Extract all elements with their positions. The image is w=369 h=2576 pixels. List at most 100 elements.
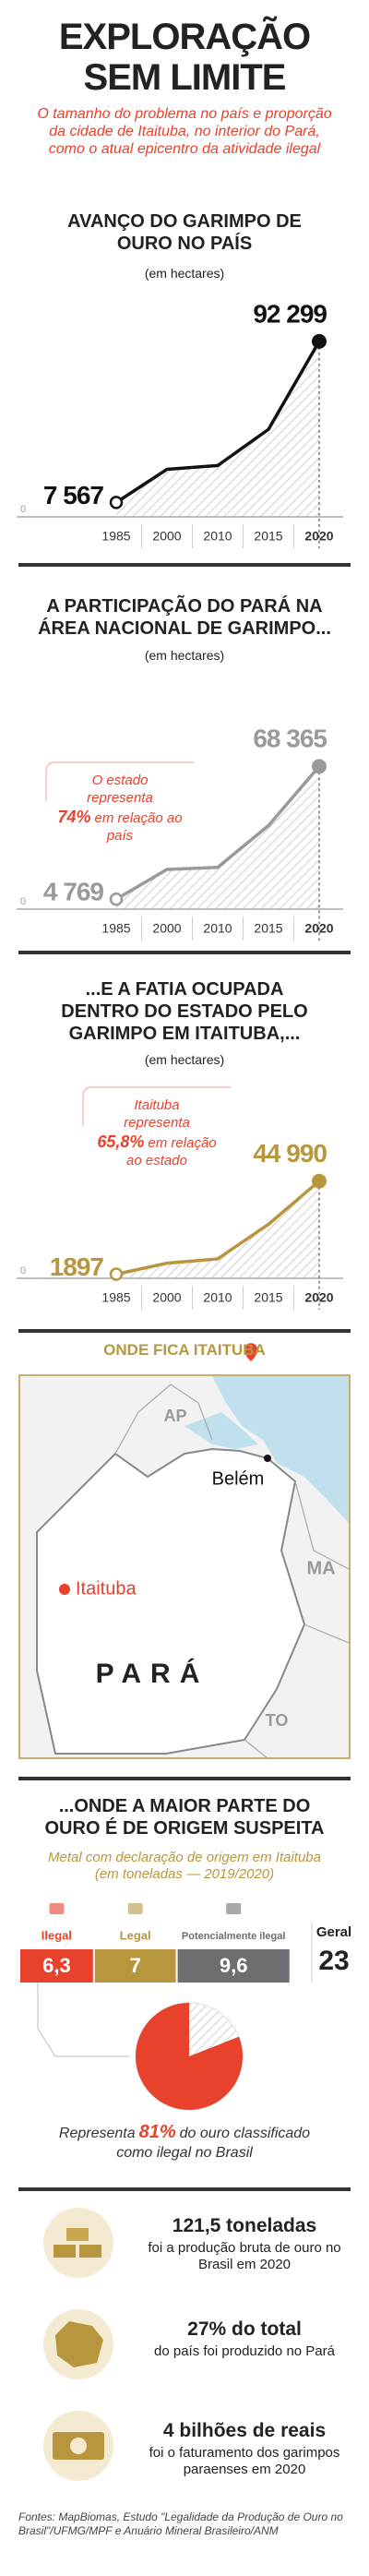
separator: [18, 2187, 351, 2191]
x-tick-label: 2020: [304, 921, 333, 936]
itaituba-dot: [59, 1584, 70, 1595]
page-title: EXPLORAÇÃO SEM LIMITE: [58, 17, 311, 98]
value-label: 92 299: [253, 299, 327, 328]
value-label: 7 567: [43, 481, 103, 509]
map-label: TO: [266, 1711, 289, 1730]
river-mouth: [184, 1412, 258, 1449]
value-label: 4 769: [43, 878, 103, 906]
x-tick-label: 2010: [203, 529, 232, 544]
border: [114, 1384, 213, 1455]
bar-segment: [177, 1949, 290, 1983]
map-label: Belém: [212, 1468, 265, 1489]
area: [116, 766, 319, 909]
legend-icon: [127, 1903, 143, 1914]
x-tick-label: 2000: [152, 921, 181, 936]
x-tick-label: 1985: [101, 529, 130, 544]
chart-subtitle: (em hectares): [144, 266, 225, 281]
pie-caption: Representa 81% do ouro classificado como i…: [55, 2123, 314, 2163]
map-label: Itaituba: [76, 1578, 137, 1599]
x-tick-label: 1985: [101, 1290, 130, 1305]
annotation-bracket: [82, 1086, 231, 1126]
value-label: 9,6: [220, 1954, 248, 1977]
line: [115, 765, 321, 901]
fact-headline: 4 bilhões de reais: [162, 2420, 327, 2441]
legend-icon: [226, 1903, 242, 1914]
chart-title: A PARTICIPAÇÃO DO PARÁ NA ÁREA NACIONAL …: [38, 596, 331, 639]
x-tick-label: 2015: [254, 1290, 282, 1305]
area: [116, 341, 319, 517]
x-tick-label: 1985: [101, 921, 130, 936]
y-tick-label: 0: [20, 504, 26, 515]
caption-text: do ouro classificado como ilegal no Bras…: [116, 2126, 311, 2161]
annotation-highlight: 74%: [57, 808, 91, 826]
value-label: 68 365: [253, 725, 327, 753]
annotation-row: 65,8% em relação ao estado: [88, 1133, 226, 1169]
annotation-bracket: [45, 761, 194, 801]
gold-icon: [43, 2208, 113, 2278]
value-label: 6,3: [42, 1954, 71, 1977]
chart-title: ...E A FATIA OCUPADA DENTRO DO ESTADO PE…: [61, 979, 308, 1044]
point: [109, 892, 124, 906]
chart-subtitle: (em hectares): [144, 1052, 225, 1067]
sources: Fontes: MapBiomas, Estudo "Legalidade da…: [18, 2510, 343, 2537]
connector: [37, 1983, 129, 2057]
annotation-row: 74% em relação ao país: [51, 809, 189, 845]
legend-icon: [49, 1903, 65, 1914]
fact-text: do país foi produzido no Pará: [154, 2343, 335, 2359]
map-title: ONDE FICA ITAITUBA: [103, 1341, 266, 1359]
y-tick-label: 0: [20, 1265, 26, 1276]
caption-text: Representa: [58, 2126, 136, 2141]
x-tick-label: 2010: [203, 1290, 232, 1305]
fact-headline: 27% do total: [187, 2318, 302, 2340]
value-label: 7: [130, 1954, 141, 1977]
y-tick-label: 0: [20, 896, 26, 907]
para-state: [36, 1447, 306, 1755]
annotation-text: O estado representa: [87, 773, 153, 806]
x-tick-label: 2000: [152, 1290, 181, 1305]
legend-label: Legal: [120, 1928, 151, 1942]
caption-highlight: 81%: [138, 2122, 176, 2142]
legend-label: Potencialmente ilegal: [182, 1931, 285, 1942]
map-label: MA: [306, 1558, 335, 1578]
border: [244, 1480, 350, 1759]
chart-subtitle: (em hectares): [144, 648, 225, 663]
separator: [18, 1329, 351, 1333]
ocean: [212, 1376, 349, 1523]
chart-title: ...ONDE A MAIOR PARTE DO OURO É DE ORIGE…: [44, 1796, 325, 1839]
separator: [18, 1777, 351, 1780]
separator: [18, 563, 351, 567]
map-label: AP: [163, 1407, 186, 1425]
x-tick-label: 2010: [203, 921, 232, 936]
para-icon: [43, 2309, 113, 2379]
fact-headline: 121,5 toneladas: [172, 2215, 317, 2236]
separator: [18, 951, 351, 954]
map-label: PARÁ: [96, 1658, 209, 1689]
x-tick-label: 2015: [254, 529, 282, 544]
map: [18, 1343, 351, 1759]
point: [312, 333, 327, 349]
x-tick-label: 2020: [304, 1290, 333, 1305]
x-tick-label: 2000: [152, 529, 181, 544]
area: [116, 1180, 319, 1278]
value-label: 44 990: [253, 1139, 327, 1168]
legend-label: Ilegal: [42, 1928, 72, 1942]
line: [115, 340, 321, 504]
x-tick-label: 2020: [304, 529, 333, 544]
belem-dot: [264, 1455, 271, 1462]
annotation-text: em relação ao país: [94, 810, 183, 844]
value-label: 1897: [50, 1252, 104, 1281]
pin-icon: [244, 1343, 257, 1361]
annotation-text: em relação ao estado: [126, 1135, 217, 1168]
bar-segment: [20, 1949, 93, 1983]
annotation-text: Itaituba representa: [124, 1097, 190, 1131]
point: [312, 1173, 327, 1189]
x-tick-label: 2015: [254, 921, 282, 936]
point: [109, 496, 124, 509]
chart-subtitle: Metal com declaração de origem em Itaitu…: [48, 1850, 321, 1882]
total-label: Geral: [316, 1924, 351, 1940]
money-icon: [43, 2411, 113, 2481]
point: [312, 759, 327, 774]
annotation-highlight: 65,8%: [97, 1132, 145, 1151]
